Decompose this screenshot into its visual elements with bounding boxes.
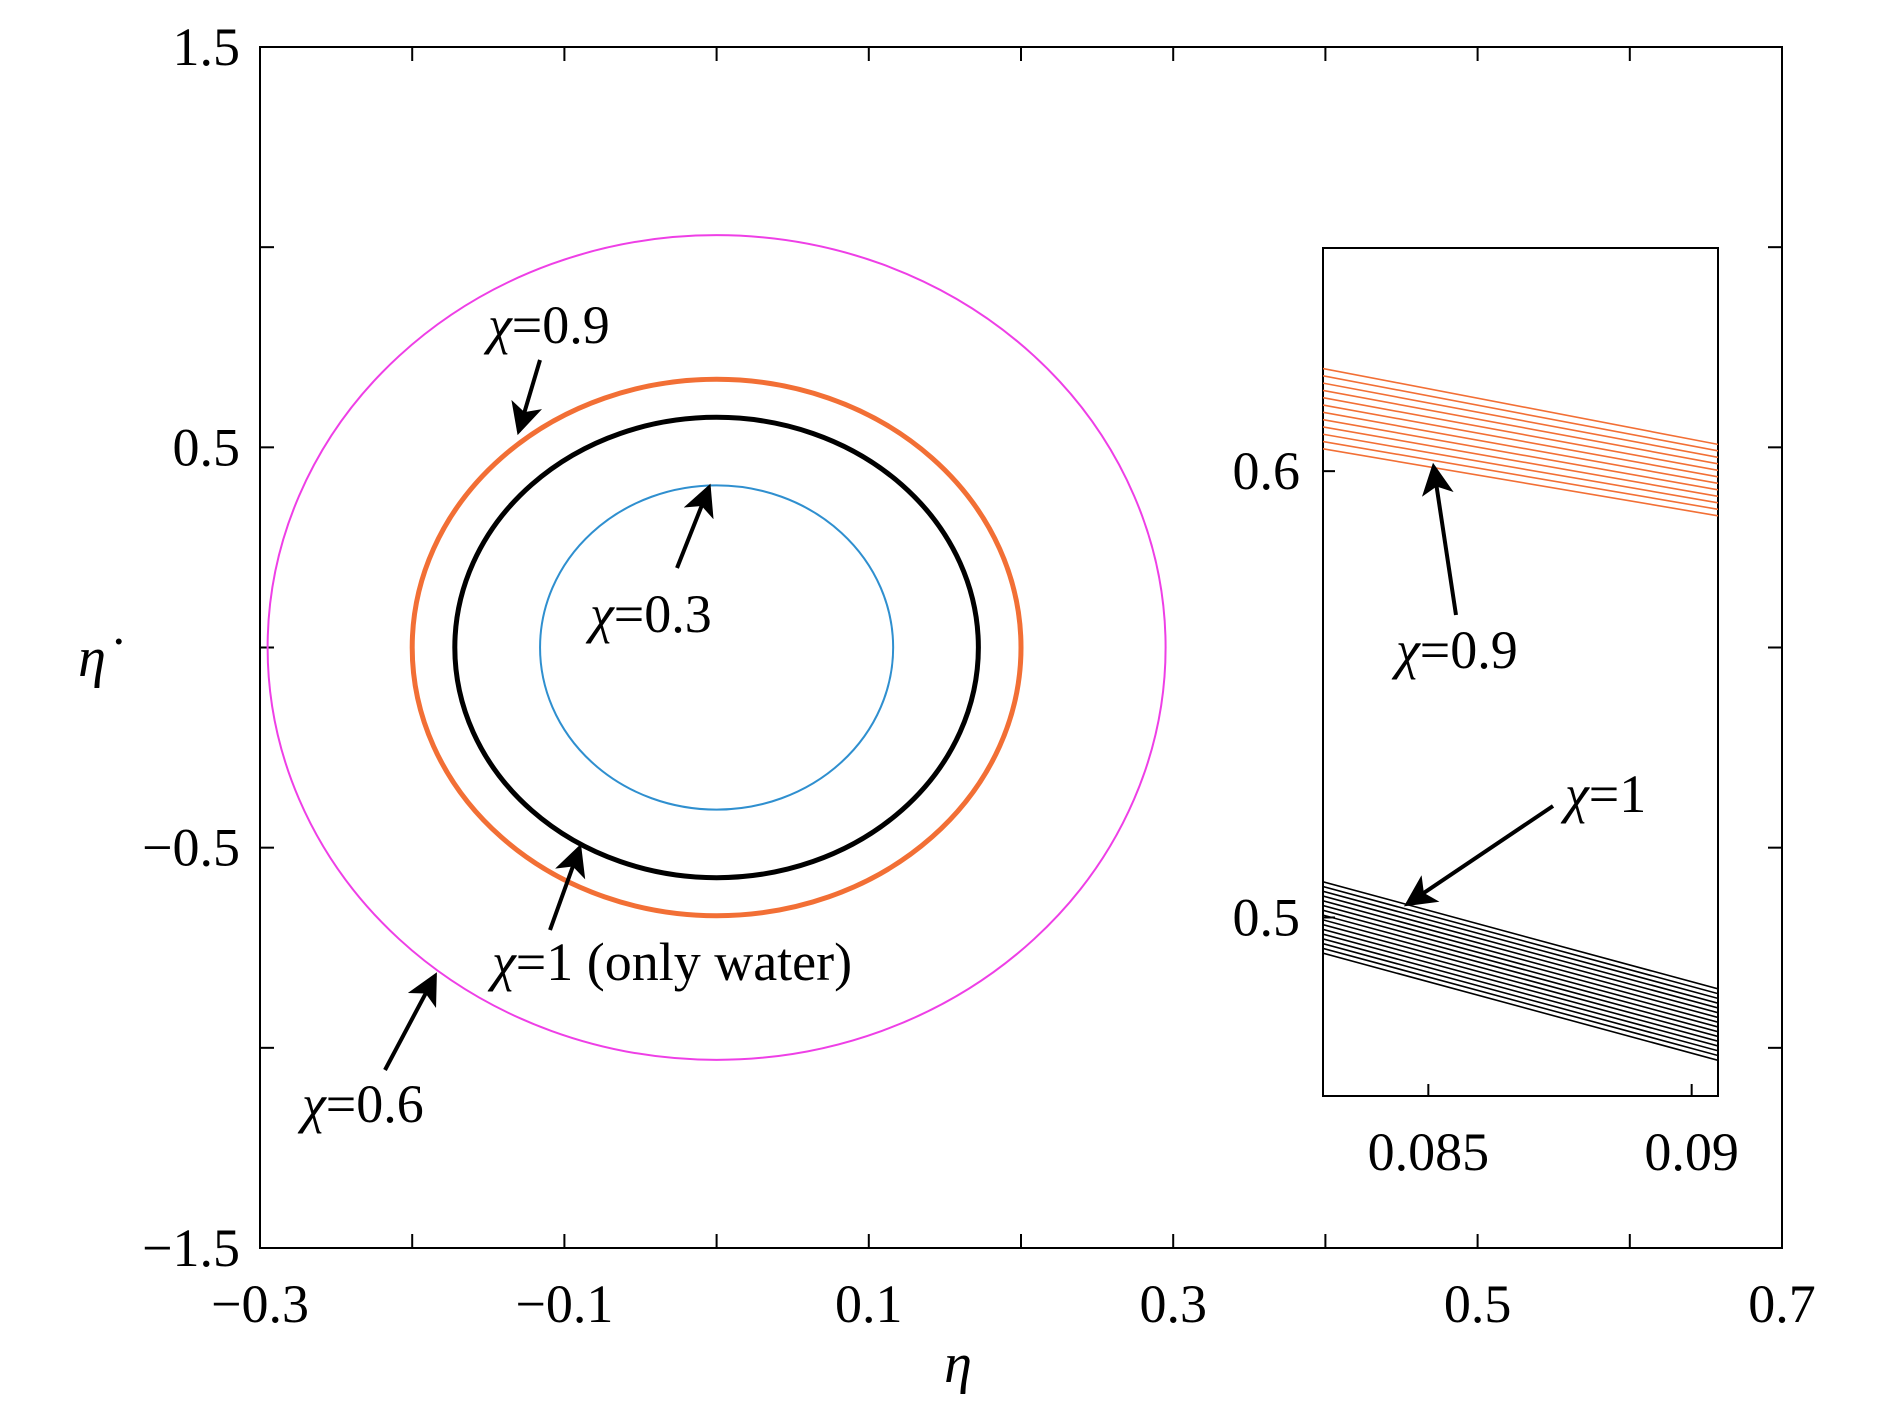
inset-line-chi-1: [1323, 938, 1718, 1047]
inset-line-chi-0.9: [1323, 396, 1718, 472]
inset-line-chi-0.9: [1323, 411, 1718, 485]
inset-line-chi-1: [1323, 880, 1718, 990]
inset-line-chi-0.9: [1323, 418, 1718, 491]
annotation-arrow: [675, 483, 714, 569]
annotation-chi-0.9: χ=0.9: [483, 295, 610, 355]
inset-line-chi-1: [1323, 919, 1718, 1028]
y-tick-label: 0.5: [173, 417, 241, 477]
inset-plot: 0.085 0.09 0.5 0.6 χ=0.9 χ=1: [1233, 247, 1739, 1182]
inset-line-chi-1: [1323, 914, 1718, 1023]
inset-line-chi-1: [1323, 885, 1718, 995]
inset-line-chi-0.9: [1323, 367, 1718, 446]
inset-line-chi-1: [1323, 904, 1718, 1014]
inset-annotation-chi-0.9: χ=0.9: [1391, 620, 1518, 680]
annotation-arrow: [548, 843, 586, 931]
inset-line-chi-1: [1323, 947, 1718, 1057]
phase-orbit-chi-1: [452, 414, 981, 881]
x-tick-label: −0.3: [211, 1274, 309, 1334]
x-tick-label: −0.1: [515, 1274, 613, 1334]
inset-line-bundles: [1323, 367, 1718, 1062]
x-tick-label: 0.7: [1748, 1274, 1816, 1334]
x-tick-label: 0.1: [835, 1274, 903, 1334]
inset-line-chi-1: [1323, 900, 1718, 1009]
y-tick-label: −0.5: [142, 818, 240, 878]
inset-line-chi-0.9: [1323, 426, 1718, 498]
inset-line-chi-1: [1323, 890, 1718, 1000]
annotation-chi-1: χ=1 (only water): [487, 932, 852, 992]
annotation-chi-0.6: χ=0.6: [297, 1074, 424, 1134]
inset-line-chi-1: [1323, 928, 1718, 1038]
inset-annotation-arrow: [1421, 462, 1458, 616]
annotation-arrow: [383, 972, 437, 1071]
y-tick-label: 1.5: [173, 17, 241, 77]
annotation-arrow: [511, 359, 543, 436]
inset-line-chi-1: [1323, 895, 1718, 1004]
inset-line-chi-1: [1323, 933, 1718, 1043]
inset-y-tick-label: 0.6: [1233, 441, 1301, 501]
main-plot: η η̇ −0.3 −0.1 0.1 0.3 0.5 0.7−1.5−0.50.51.5χ…: [78, 17, 1816, 1395]
inset-line-chi-0.9: [1323, 440, 1718, 511]
inset-line-chi-0.9: [1323, 382, 1718, 459]
x-tick-label: 0.3: [1139, 1274, 1207, 1334]
inset-annotation-arrow: [1403, 804, 1555, 907]
inset-y-tick-label: 0.5: [1233, 887, 1301, 947]
inset-x-tick-label: 0.085: [1368, 1122, 1490, 1182]
inset-line-chi-0.9: [1323, 433, 1718, 504]
phase-orbit-chi-0.9: [409, 376, 1024, 919]
inset-line-chi-1: [1323, 942, 1718, 1052]
inset-line-chi-1: [1323, 909, 1718, 1019]
inset-line-chi-1: [1323, 923, 1718, 1033]
inset-line-chi-0.9: [1323, 375, 1718, 452]
phase-orbit-chi-0.6: [266, 234, 1167, 1061]
phase-orbit-chi-0.3: [539, 484, 895, 811]
inset-annotation-chi-1: χ=1: [1560, 764, 1646, 824]
y-tick-label: −1.5: [142, 1218, 240, 1278]
inset-line-chi-0.9: [1323, 448, 1718, 517]
x-axis-label: η: [944, 1333, 972, 1395]
x-tick-label: 0.5: [1444, 1274, 1512, 1334]
inset-x-tick-label: 0.09: [1644, 1122, 1739, 1182]
inset-line-chi-0.9: [1323, 389, 1718, 465]
inset-line-chi-1: [1323, 952, 1718, 1062]
annotation-chi-0.3: χ=0.3: [585, 584, 712, 644]
inset-line-chi-0.9: [1323, 404, 1718, 478]
